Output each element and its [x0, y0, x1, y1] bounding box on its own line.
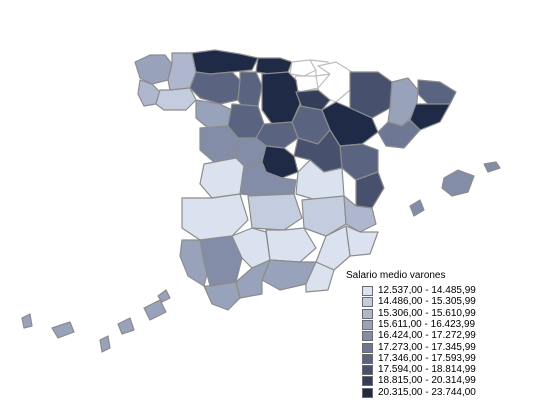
legend-swatch	[362, 353, 373, 364]
province-lleida	[387, 77, 419, 127]
legend-label: 20.315,00 - 23.744,00	[378, 386, 476, 398]
legend-label: 16.424,00 - 17.272,99	[378, 330, 476, 342]
province-cadiz	[203, 281, 241, 311]
legend-swatch	[362, 297, 373, 308]
province-leon	[189, 71, 241, 105]
legend-swatch	[362, 308, 373, 319]
province-ciudad-real	[247, 193, 303, 231]
province-asturias	[191, 49, 259, 75]
province-las-palmas	[117, 289, 171, 335]
province-santa-cruz-tenerife	[21, 313, 111, 353]
legend-swatch	[362, 387, 373, 398]
province-girona	[417, 79, 457, 105]
province-la-rioja	[295, 89, 331, 111]
province-jaen	[265, 227, 317, 263]
legend-swatch	[362, 319, 373, 330]
legend-swatch	[362, 286, 373, 296]
legend-label: 14.486,00 - 15.305,99	[378, 296, 476, 308]
legend-label: 17.273,00 - 17.345,99	[378, 341, 476, 353]
province-salamanca	[199, 125, 239, 163]
province-cuenca	[295, 159, 345, 201]
province-almeria	[305, 261, 335, 293]
province-valencia	[343, 195, 377, 233]
province-baleares-mallorca	[441, 169, 475, 197]
province-huesca	[349, 71, 393, 119]
province-castellon	[355, 171, 385, 209]
province-bizkaia	[289, 59, 317, 77]
legend-swatch	[362, 365, 373, 376]
legend-label: 18.815,00 - 20.314,99	[378, 375, 476, 387]
legend-label: 15.306,00 - 15.610,99	[378, 307, 476, 319]
province-toledo	[239, 161, 297, 197]
legend-label: 12.537,00 - 14.485,99	[378, 285, 476, 296]
province-baleares-menorca	[483, 161, 501, 173]
province-caceres	[199, 157, 245, 199]
province-baleares-ibiza	[409, 199, 425, 217]
province-tarragona	[377, 119, 421, 149]
legend-swatch	[362, 342, 373, 353]
legend-title: Salario medio varones	[346, 270, 446, 281]
legend-label: 17.594,00 - 18.814,99	[378, 364, 476, 376]
legend-label: 17.346,00 - 17.593,99	[378, 352, 476, 364]
legend-swatch	[362, 376, 373, 387]
province-albacete	[301, 195, 347, 237]
province-badajoz	[181, 193, 249, 241]
province-murcia	[315, 225, 351, 271]
legend-label: 15.611,00 - 16.423,99	[378, 318, 476, 330]
province-ourense	[155, 87, 197, 111]
province-zamora	[195, 99, 233, 129]
legend-swatch	[362, 331, 373, 342]
